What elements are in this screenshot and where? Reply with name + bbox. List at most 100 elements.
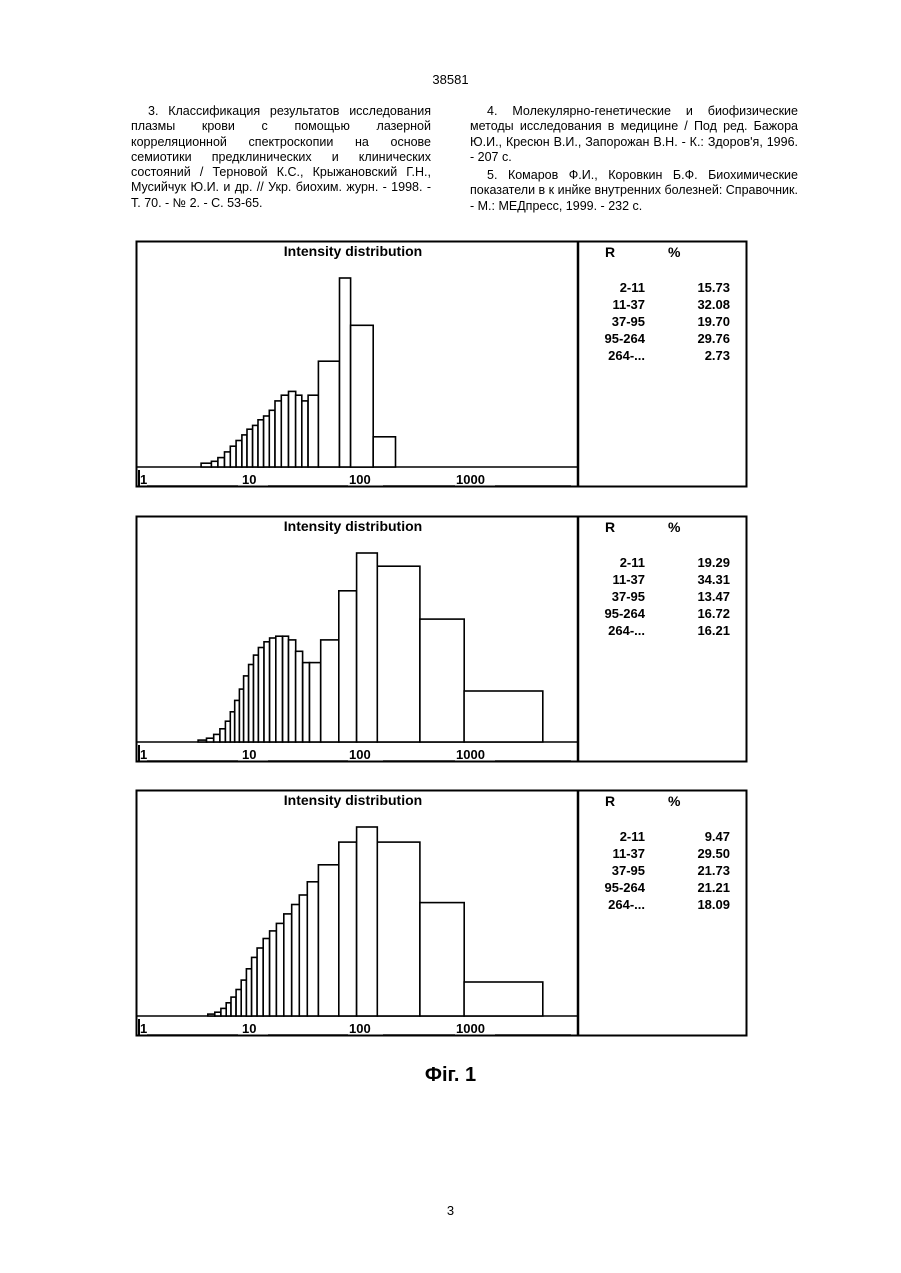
table-range-cell: 95-264 bbox=[605, 331, 646, 346]
histogram-bar bbox=[308, 395, 318, 467]
histogram-bar bbox=[283, 636, 289, 742]
table-percent-cell: 16.72 bbox=[697, 606, 730, 621]
table-range-cell: 11-37 bbox=[612, 572, 645, 587]
table-range-cell: 11-37 bbox=[612, 846, 645, 861]
x-tick-label: 1000 bbox=[456, 1021, 485, 1036]
x-tick-label: 1000 bbox=[456, 472, 485, 487]
table-percent-cell: 18.09 bbox=[697, 897, 730, 912]
histogram-bar bbox=[275, 401, 281, 467]
histogram-bar bbox=[263, 939, 269, 1017]
histogram-bar bbox=[357, 553, 378, 742]
table-percent-cell: 29.76 bbox=[697, 331, 730, 346]
intensity-chart-1: Intensity distribution1101001000R%2-1115… bbox=[133, 240, 749, 490]
histogram-bar bbox=[303, 663, 310, 742]
chart-svg: Intensity distribution1101001000R%2-1115… bbox=[133, 240, 749, 490]
histogram-bar bbox=[220, 729, 226, 742]
histogram-bar bbox=[351, 325, 374, 467]
x-tick-label: 100 bbox=[349, 747, 371, 762]
histogram-bar bbox=[207, 738, 214, 742]
table-range-cell: 37-95 bbox=[612, 863, 645, 878]
table-percent-cell: 9.47 bbox=[705, 829, 730, 844]
histogram-bar bbox=[307, 882, 318, 1016]
x-tick-label: 1 bbox=[140, 747, 147, 762]
table-percent-cell: 15.73 bbox=[697, 280, 730, 295]
chart-frame bbox=[137, 242, 747, 487]
histogram-bar bbox=[377, 566, 420, 742]
histogram-bar bbox=[299, 895, 307, 1016]
histogram-bar bbox=[318, 865, 338, 1016]
table-percent-cell: 29.50 bbox=[697, 846, 730, 861]
histogram-bar bbox=[231, 997, 236, 1016]
histogram-bar bbox=[296, 651, 303, 742]
table-header-percent: % bbox=[668, 519, 681, 535]
chart-title: Intensity distribution bbox=[284, 792, 422, 808]
x-tick-label: 1 bbox=[140, 472, 147, 487]
x-tick-label: 100 bbox=[349, 472, 371, 487]
table-header-percent: % bbox=[668, 244, 681, 260]
table-range-cell: 2-11 bbox=[620, 555, 645, 570]
histogram-bar bbox=[258, 648, 264, 743]
histogram-bar bbox=[270, 931, 277, 1016]
chart-svg: Intensity distribution1101001000R%2-1119… bbox=[133, 515, 749, 765]
page-number: 3 bbox=[0, 1203, 901, 1218]
references-left-column: 3. Классификация результатов исследовани… bbox=[131, 104, 431, 214]
table-range-cell: 2-11 bbox=[620, 280, 645, 295]
histogram-bar bbox=[339, 842, 357, 1016]
reference-4: 4. Молекулярно-генетические и биофизичес… bbox=[470, 104, 798, 165]
histogram-bar bbox=[257, 948, 263, 1016]
histogram-bar bbox=[264, 642, 270, 742]
table-range-cell: 2-11 bbox=[620, 829, 645, 844]
chart-title: Intensity distribution bbox=[284, 243, 422, 259]
histogram-bar bbox=[373, 437, 395, 467]
histogram-bar bbox=[377, 842, 420, 1016]
histogram-bar bbox=[464, 982, 543, 1016]
table-percent-cell: 21.21 bbox=[697, 880, 730, 895]
histogram-bar bbox=[289, 391, 296, 467]
histogram-bar bbox=[339, 591, 357, 742]
histogram-bar bbox=[214, 734, 220, 742]
table-range-cell: 11-37 bbox=[612, 297, 645, 312]
histogram-bar bbox=[276, 923, 283, 1016]
histogram-bar bbox=[289, 640, 296, 742]
table-range-cell: 37-95 bbox=[612, 314, 645, 329]
x-tick-label: 10 bbox=[242, 1021, 256, 1036]
x-tick-label: 1000 bbox=[456, 747, 485, 762]
table-range-cell: 264-... bbox=[608, 897, 645, 912]
histogram-bar bbox=[247, 429, 253, 467]
histogram-bar bbox=[420, 619, 464, 742]
table-percent-cell: 19.29 bbox=[697, 555, 730, 570]
histogram-bar bbox=[321, 640, 339, 742]
histogram-bar bbox=[218, 458, 225, 467]
histogram-bar bbox=[269, 410, 275, 467]
table-header-percent: % bbox=[668, 793, 681, 809]
intensity-chart-2: Intensity distribution1101001000R%2-1119… bbox=[133, 515, 749, 765]
table-percent-cell: 16.21 bbox=[697, 623, 730, 638]
table-header-r: R bbox=[605, 519, 615, 535]
reference-3: 3. Классификация результатов исследовани… bbox=[131, 104, 431, 211]
histogram-bar bbox=[284, 914, 292, 1016]
histogram-bar bbox=[340, 278, 351, 467]
x-tick-label: 100 bbox=[349, 1021, 371, 1036]
histogram-bar bbox=[296, 395, 302, 467]
histogram-bar bbox=[198, 740, 207, 742]
histogram-bar bbox=[281, 395, 288, 467]
histogram-bar bbox=[464, 691, 543, 742]
table-range-cell: 264-... bbox=[608, 623, 645, 638]
table-percent-cell: 32.08 bbox=[697, 297, 730, 312]
x-tick-label: 1 bbox=[140, 1021, 147, 1036]
histogram-bar bbox=[201, 463, 211, 467]
table-header-r: R bbox=[605, 793, 615, 809]
intensity-chart-3: Intensity distribution 1 10 100 1000 R% 2-11 9.… bbox=[133, 789, 749, 1039]
chart-svg: Intensity distribution 1 10 100 1000 R% 2-11 9.… bbox=[133, 789, 749, 1039]
histogram-bar bbox=[236, 441, 242, 468]
histogram-bar bbox=[302, 401, 308, 467]
histogram-bar bbox=[258, 420, 264, 467]
table-range-cell: 37-95 bbox=[612, 589, 645, 604]
histogram-bar bbox=[230, 446, 236, 467]
histogram-bar bbox=[270, 638, 276, 742]
table-percent-cell: 21.73 bbox=[697, 863, 730, 878]
histogram-bar bbox=[357, 827, 378, 1016]
table-header-r: R bbox=[605, 244, 615, 260]
table-percent-cell: 2.73 bbox=[705, 348, 730, 363]
document-number: 38581 bbox=[0, 72, 901, 87]
